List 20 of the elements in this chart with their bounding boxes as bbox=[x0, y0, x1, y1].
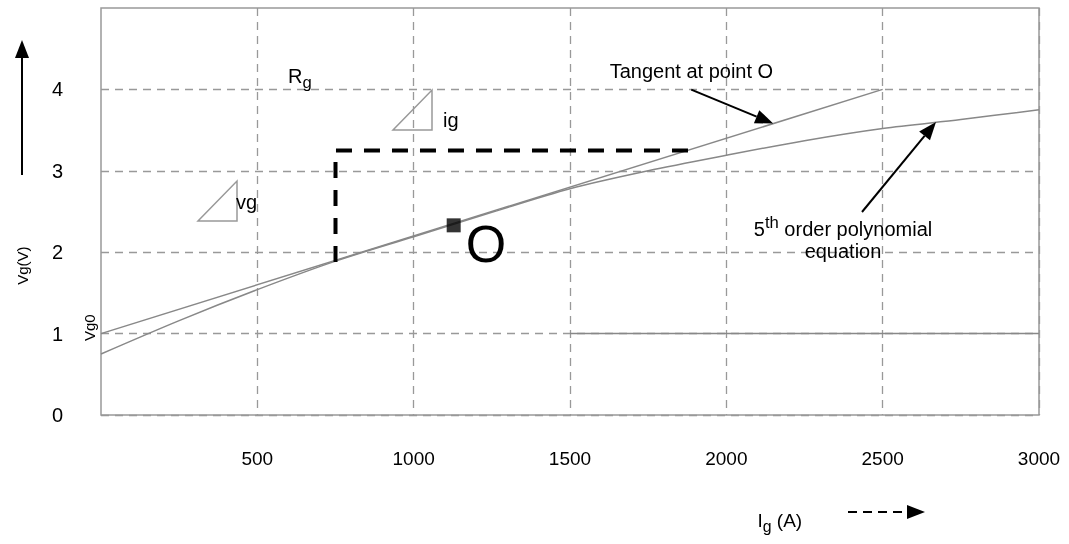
y-axis-title: Vg(V) bbox=[13, 245, 31, 285]
y-tick-label: 0 bbox=[51, 404, 63, 426]
x-tick-label: 1500 bbox=[548, 448, 592, 469]
x-tick-label: 500 bbox=[241, 448, 274, 469]
annotation: Tangent at point O bbox=[609, 60, 774, 84]
x-tick-label: 2500 bbox=[861, 448, 904, 469]
y-tick-label: 4 bbox=[51, 78, 63, 101]
annotation: R$_{g}$ bbox=[288, 64, 312, 92]
annotation: vg bbox=[236, 190, 258, 214]
annotation: O bbox=[465, 215, 507, 276]
x-tick-label: 2000 bbox=[705, 448, 748, 469]
annotation: Vg0 bbox=[80, 314, 98, 342]
y-tick-label: 2 bbox=[51, 241, 63, 264]
y-tick-label: 3 bbox=[51, 159, 63, 182]
annotation: 5$^{th}$ order polynomial equation bbox=[752, 212, 934, 264]
x-tick-label: 3000 bbox=[1017, 448, 1061, 469]
x-axis-title: I$_{g}$ (A) bbox=[757, 510, 803, 536]
y-tick-label: 1 bbox=[51, 322, 63, 345]
x-tick-label: 1000 bbox=[392, 448, 435, 469]
annotation: ig bbox=[443, 108, 459, 132]
